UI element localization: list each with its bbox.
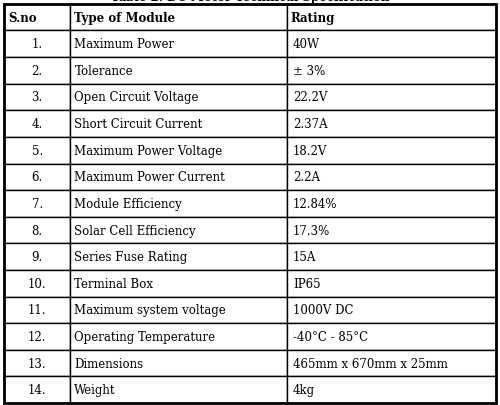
Bar <box>4 376 70 403</box>
Text: Solar Cell Efficiency: Solar Cell Efficiency <box>74 224 196 237</box>
Bar <box>287 376 496 403</box>
Bar <box>70 5 287 32</box>
Text: S.no: S.no <box>8 12 36 25</box>
Text: Type of Module: Type of Module <box>74 12 176 25</box>
Text: Maximum system voltage: Maximum system voltage <box>74 304 226 317</box>
Text: Tolerance: Tolerance <box>74 65 133 78</box>
Bar <box>70 164 287 191</box>
Bar <box>70 270 287 297</box>
Text: Open Circuit Voltage: Open Circuit Voltage <box>74 91 199 104</box>
Text: 17.3%: 17.3% <box>293 224 330 237</box>
Bar <box>70 58 287 85</box>
Text: 14.: 14. <box>28 383 46 396</box>
Text: 5.: 5. <box>32 144 43 157</box>
Text: 2.2A: 2.2A <box>293 171 320 184</box>
Bar <box>287 217 496 244</box>
Text: 40W: 40W <box>293 38 320 51</box>
Bar <box>4 138 70 164</box>
Text: 3.: 3. <box>32 91 43 104</box>
Bar <box>287 58 496 85</box>
Bar <box>287 350 496 376</box>
Text: 4kg: 4kg <box>293 383 315 396</box>
Bar <box>4 58 70 85</box>
Bar <box>4 244 70 270</box>
Bar <box>4 217 70 244</box>
Bar <box>287 138 496 164</box>
Bar <box>4 164 70 191</box>
Text: 7.: 7. <box>32 197 43 211</box>
Text: 465mm x 670mm x 25mm: 465mm x 670mm x 25mm <box>293 357 448 370</box>
Text: Dimensions: Dimensions <box>74 357 144 370</box>
Bar <box>287 111 496 138</box>
Text: Table 2. DC Motor Technical Specification: Table 2. DC Motor Technical Specificatio… <box>111 0 389 4</box>
Text: 8.: 8. <box>32 224 43 237</box>
Text: 10.: 10. <box>28 277 46 290</box>
Text: 2.37A: 2.37A <box>293 118 328 131</box>
Text: Maximum Power: Maximum Power <box>74 38 174 51</box>
Bar <box>287 297 496 323</box>
Bar <box>287 270 496 297</box>
Bar <box>70 323 287 350</box>
Text: 9.: 9. <box>32 251 43 264</box>
Bar <box>70 32 287 58</box>
Bar <box>70 297 287 323</box>
Bar <box>287 323 496 350</box>
Text: 4.: 4. <box>32 118 43 131</box>
Bar <box>70 111 287 138</box>
Bar <box>4 111 70 138</box>
Bar <box>287 85 496 111</box>
Bar <box>70 244 287 270</box>
Text: Operating Temperature: Operating Temperature <box>74 330 216 343</box>
Bar <box>4 297 70 323</box>
Bar <box>70 376 287 403</box>
Text: 12.: 12. <box>28 330 46 343</box>
Bar <box>70 191 287 217</box>
Text: 1000V DC: 1000V DC <box>293 304 354 317</box>
Bar <box>4 32 70 58</box>
Text: Rating: Rating <box>291 12 336 25</box>
Bar <box>4 323 70 350</box>
Text: 1.: 1. <box>32 38 43 51</box>
Text: 11.: 11. <box>28 304 46 317</box>
Bar <box>70 138 287 164</box>
Text: Series Fuse Rating: Series Fuse Rating <box>74 251 188 264</box>
Text: ± 3%: ± 3% <box>293 65 325 78</box>
Text: Short Circuit Current: Short Circuit Current <box>74 118 202 131</box>
Text: 6.: 6. <box>32 171 43 184</box>
Text: Weight: Weight <box>74 383 116 396</box>
Bar <box>4 5 70 32</box>
Text: Terminal Box: Terminal Box <box>74 277 154 290</box>
Bar <box>4 85 70 111</box>
Bar <box>4 191 70 217</box>
Text: Maximum Power Current: Maximum Power Current <box>74 171 225 184</box>
Bar <box>287 5 496 32</box>
Text: IP65: IP65 <box>293 277 320 290</box>
Text: 15A: 15A <box>293 251 316 264</box>
Text: 22.2V: 22.2V <box>293 91 328 104</box>
Bar <box>4 350 70 376</box>
Bar <box>4 270 70 297</box>
Bar <box>287 244 496 270</box>
Bar <box>287 32 496 58</box>
Text: 2.: 2. <box>32 65 43 78</box>
Text: -40°C - 85°C: -40°C - 85°C <box>293 330 368 343</box>
Bar <box>70 217 287 244</box>
Bar <box>287 164 496 191</box>
Text: 13.: 13. <box>28 357 46 370</box>
Bar <box>70 350 287 376</box>
Text: Module Efficiency: Module Efficiency <box>74 197 182 211</box>
Bar <box>70 85 287 111</box>
Text: 12.84%: 12.84% <box>293 197 338 211</box>
Bar <box>287 191 496 217</box>
Text: 18.2V: 18.2V <box>293 144 328 157</box>
Text: Maximum Power Voltage: Maximum Power Voltage <box>74 144 223 157</box>
